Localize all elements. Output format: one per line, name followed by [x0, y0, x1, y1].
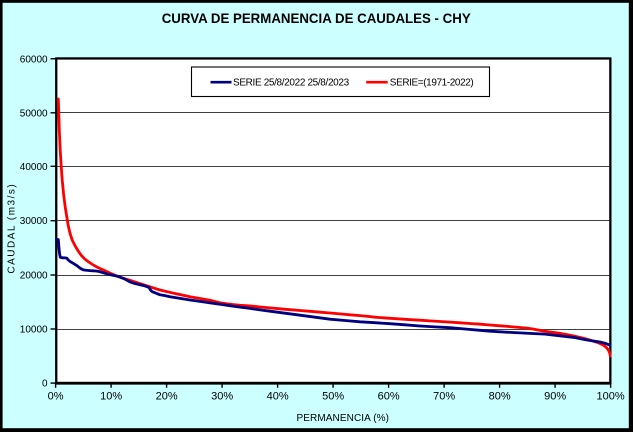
svg-text:90%: 90%	[544, 390, 566, 402]
svg-text:CURVA DE PERMANENCIA DE CAUDAL: CURVA DE PERMANENCIA DE CAUDALES - CHY	[162, 10, 472, 26]
svg-text:10%: 10%	[100, 390, 122, 402]
svg-text:60000: 60000	[20, 54, 48, 65]
svg-text:20%: 20%	[156, 390, 178, 402]
svg-text:60%: 60%	[378, 390, 400, 402]
svg-text:40000: 40000	[20, 162, 48, 173]
svg-text:0: 0	[42, 379, 48, 390]
svg-text:70%: 70%	[433, 390, 455, 402]
svg-text:30000: 30000	[20, 216, 48, 227]
svg-text:CAUDAL (m3/s): CAUDAL (m3/s)	[7, 183, 18, 274]
svg-text:20000: 20000	[20, 271, 48, 282]
svg-text:30%: 30%	[211, 390, 233, 402]
svg-text:50000: 50000	[20, 108, 48, 119]
svg-text:80%: 80%	[489, 390, 511, 402]
svg-text:40%: 40%	[267, 390, 289, 402]
svg-text:SERIE 25/8/2022 25/8/2023: SERIE 25/8/2022 25/8/2023	[233, 78, 350, 89]
svg-text:10000: 10000	[20, 325, 48, 336]
svg-text:PERMANENCIA (%): PERMANENCIA (%)	[296, 413, 389, 424]
svg-text:100%: 100%	[597, 390, 625, 402]
svg-text:0%: 0%	[48, 390, 64, 402]
svg-text:SERIE=(1971-2022): SERIE=(1971-2022)	[390, 78, 474, 89]
svg-text:50%: 50%	[322, 390, 344, 402]
